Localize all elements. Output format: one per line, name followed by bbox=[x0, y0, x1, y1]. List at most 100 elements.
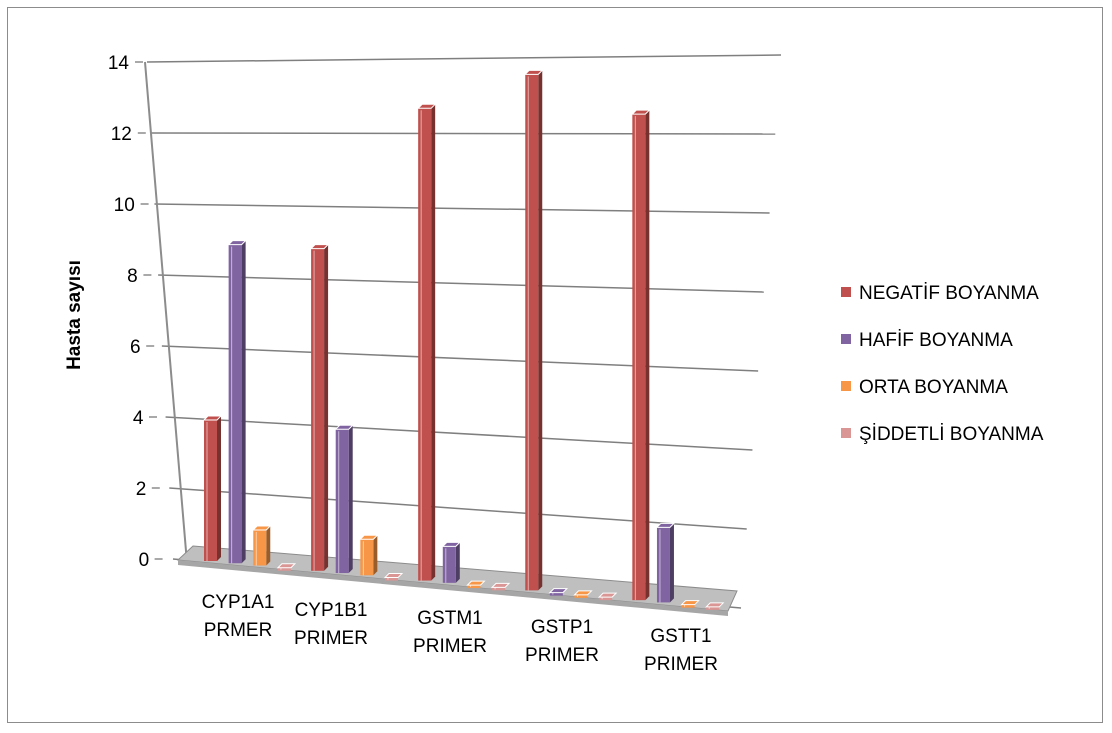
y-tick-label: 8 bbox=[127, 266, 138, 287]
bar-side bbox=[455, 542, 460, 583]
category-label-line: PRIMER bbox=[525, 645, 599, 666]
bar-top bbox=[309, 244, 330, 250]
bar-front bbox=[418, 108, 432, 581]
bar-side bbox=[348, 425, 353, 574]
legend-label: NEGATİF BOYANMA bbox=[859, 283, 1039, 304]
bar-front bbox=[656, 527, 670, 603]
bar bbox=[359, 534, 379, 576]
bar-top bbox=[705, 602, 725, 608]
bar bbox=[309, 244, 330, 571]
bar-top bbox=[490, 582, 511, 588]
bar bbox=[597, 592, 618, 601]
y-axis-line bbox=[144, 61, 188, 564]
bar-top bbox=[252, 525, 272, 531]
bar-front bbox=[574, 594, 588, 598]
bar-top bbox=[334, 424, 354, 430]
legend-swatch bbox=[841, 334, 851, 344]
bar bbox=[276, 563, 297, 571]
category-label: GSTP1 PRIMER bbox=[525, 617, 599, 666]
bar-front bbox=[253, 529, 267, 566]
legend-swatch bbox=[841, 381, 851, 391]
chart-frame: 0 2 4 6 8 10 12 14 CYP1A1 PRMER CYP1B1 PRIMER GSTM1… bbox=[7, 7, 1103, 723]
bar-side bbox=[645, 110, 650, 601]
bar-side bbox=[373, 535, 378, 576]
y-tick-label: 14 bbox=[108, 53, 130, 74]
bars bbox=[202, 69, 725, 610]
legend-swatch bbox=[841, 428, 851, 438]
bar bbox=[202, 415, 223, 561]
y-tick-labels: 0 2 4 6 8 10 12 14 bbox=[108, 53, 149, 571]
bar bbox=[655, 522, 676, 603]
legend-label: ORTA BOYANMA bbox=[859, 377, 1008, 398]
gridline bbox=[161, 345, 759, 372]
gridline bbox=[169, 487, 747, 530]
bar-front bbox=[384, 577, 398, 581]
bar bbox=[466, 580, 486, 589]
y-tick-label: 0 bbox=[139, 550, 150, 571]
bar-side bbox=[266, 525, 271, 566]
legend-swatch bbox=[841, 287, 851, 297]
bar-top bbox=[655, 522, 676, 528]
category-labels: CYP1A1 PRMER CYP1B1 PRIMER GSTM1 PRIMER GSTP1 P… bbox=[202, 592, 718, 675]
bar-top bbox=[227, 240, 247, 246]
bar-front bbox=[681, 604, 695, 608]
y-tick-label: 12 bbox=[111, 124, 132, 145]
bar bbox=[383, 573, 404, 581]
bar bbox=[416, 103, 437, 581]
bar-top bbox=[276, 563, 297, 569]
bar-front bbox=[442, 546, 456, 583]
category-label: CYP1A1 PRMER bbox=[202, 592, 275, 641]
category-label-line: PRIMER bbox=[413, 636, 487, 657]
bar-front bbox=[632, 114, 646, 601]
bar-top bbox=[202, 415, 223, 421]
category-label-line: PRIMER bbox=[644, 654, 718, 675]
gridline bbox=[154, 203, 770, 214]
bar-top bbox=[597, 592, 618, 598]
category-label-line: GSTM1 bbox=[417, 608, 482, 629]
bar-front bbox=[525, 74, 539, 591]
legend-label: HAFİF BOYANMA bbox=[859, 330, 1013, 351]
bar bbox=[524, 69, 544, 591]
gridline bbox=[146, 54, 782, 63]
bar-top bbox=[383, 573, 404, 579]
bar-top bbox=[573, 590, 593, 596]
bar-side bbox=[217, 416, 221, 561]
bar-top bbox=[441, 541, 462, 547]
floor-front bbox=[178, 560, 728, 616]
bar-top bbox=[524, 69, 544, 75]
bar-top bbox=[631, 109, 651, 115]
y-tick-label: 2 bbox=[136, 479, 147, 500]
bar-front bbox=[467, 585, 481, 589]
bar-top bbox=[416, 103, 437, 109]
bar-top bbox=[548, 588, 569, 594]
bar-top bbox=[680, 600, 700, 606]
category-label-line: GSTP1 bbox=[531, 617, 593, 638]
bar-side bbox=[431, 104, 436, 581]
bar bbox=[334, 424, 354, 574]
bar-front bbox=[706, 606, 720, 610]
bar-side bbox=[324, 244, 329, 571]
category-label: GSTM1 PRIMER bbox=[413, 608, 487, 657]
bar-front bbox=[360, 539, 374, 576]
category-label: GSTT1 PRIMER bbox=[644, 626, 718, 675]
gridlines bbox=[146, 54, 782, 609]
bar bbox=[573, 590, 593, 598]
axes bbox=[135, 61, 188, 564]
bar-front bbox=[204, 420, 217, 561]
bar-front bbox=[599, 597, 613, 601]
category-label-line: PRIMER bbox=[294, 628, 368, 649]
category-label: CYP1B1 PRIMER bbox=[294, 600, 368, 649]
gridline bbox=[158, 274, 764, 293]
bar bbox=[227, 240, 247, 564]
bar-side bbox=[241, 240, 246, 564]
bar bbox=[680, 600, 700, 608]
gridline bbox=[165, 416, 753, 451]
category-label-line: CYP1B1 bbox=[295, 600, 368, 621]
bar-front bbox=[228, 244, 242, 564]
y-tick-label: 4 bbox=[133, 408, 144, 429]
bar bbox=[490, 582, 511, 591]
category-label-line: GSTT1 bbox=[650, 626, 711, 647]
legend-label: ŞİDDETLİ BOYANMA bbox=[859, 424, 1044, 445]
y-tick-label: 10 bbox=[114, 195, 135, 216]
